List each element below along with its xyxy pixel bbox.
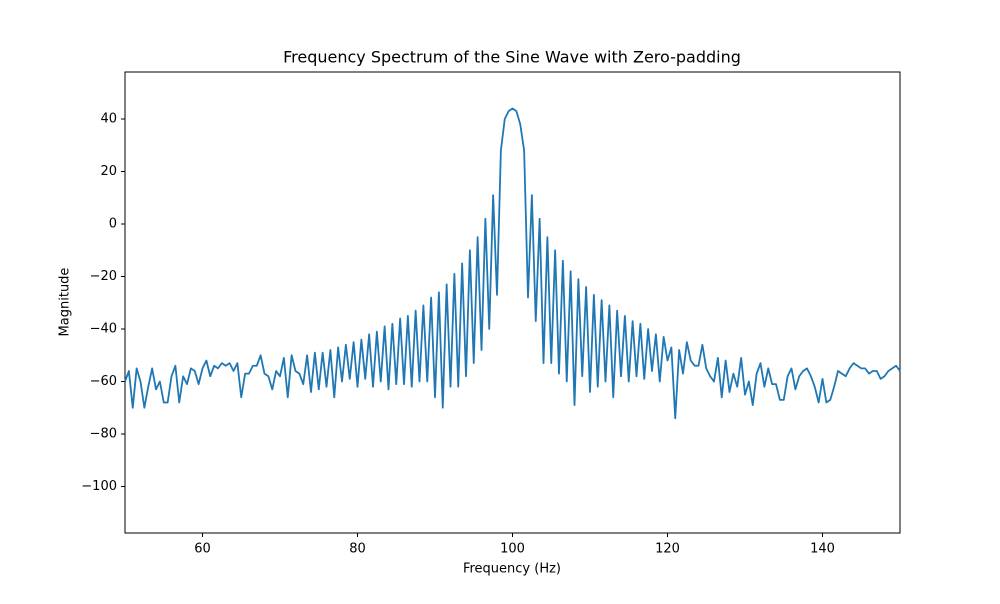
x-tick-label: 60: [194, 542, 211, 557]
x-tick-label: 80: [349, 542, 366, 557]
plot-frame: [124, 71, 901, 534]
y-tick-label: 20: [100, 164, 117, 179]
y-tick-label: −20: [90, 269, 117, 284]
x-axis-label: Frequency (Hz): [463, 562, 561, 577]
y-tick-label: −60: [90, 374, 117, 389]
chart-title: Frequency Spectrum of the Sine Wave with…: [283, 48, 741, 67]
y-axis-label: Magnitude: [58, 268, 73, 337]
y-tick-label: −100: [81, 479, 117, 494]
y-tick-label: −80: [90, 427, 117, 442]
y-tick-label: 40: [100, 111, 117, 126]
y-tick-label: 0: [109, 217, 117, 232]
x-tick-label: 140: [810, 542, 835, 557]
y-tick-label: −40: [90, 322, 117, 337]
x-tick-label: 100: [500, 542, 525, 557]
x-tick-label: 120: [655, 542, 680, 557]
data-line: [124, 107, 901, 420]
